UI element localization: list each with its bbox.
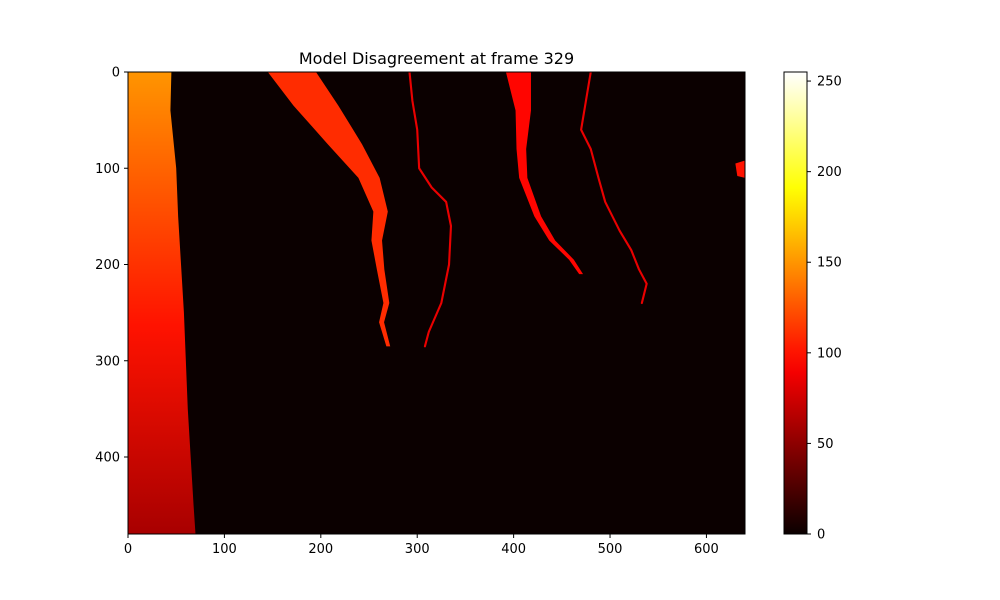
y-axis: 0 100 200 300 400 <box>95 66 128 466</box>
x-tick-label: 200 <box>308 542 333 557</box>
x-tick-label: 600 <box>694 542 719 557</box>
chart-title: Model Disagreement at frame 329 <box>299 49 574 68</box>
heatmap-streak-a <box>267 72 391 347</box>
colorbar: 0 50 100 150 200 250 <box>783 71 842 543</box>
x-tick-label: 300 <box>405 542 430 557</box>
heatmap-streak-b <box>505 72 584 275</box>
y-tick-label: 0 <box>112 66 120 81</box>
colorbar-tick-label: 100 <box>817 346 842 361</box>
x-tick-label: 500 <box>598 542 623 557</box>
y-tick-label: 100 <box>95 162 120 177</box>
y-tick-label: 200 <box>95 258 120 273</box>
heatmap-thin-line-2 <box>580 72 648 305</box>
plot-frame <box>127 71 746 535</box>
x-tick-label: 400 <box>501 542 526 557</box>
colorbar-tick-label: 150 <box>817 256 842 271</box>
heatmap-area <box>127 71 746 535</box>
colorbar-gradient <box>783 71 808 535</box>
x-tick-label: 100 <box>212 542 237 557</box>
colorbar-tick-label: 0 <box>817 528 825 543</box>
colorbar-ticks: 0 50 100 150 200 250 <box>807 75 842 543</box>
heatmap-background <box>128 72 745 534</box>
heatmap-right-edge-spot <box>735 160 745 178</box>
x-axis: 0 100 200 300 400 500 600 <box>124 534 719 557</box>
y-tick-label: 300 <box>95 354 120 369</box>
x-tick-label: 0 <box>124 542 132 557</box>
heatmap-left-edge-band <box>128 72 196 534</box>
colorbar-tick-label: 50 <box>817 437 834 452</box>
heatmap-thin-line-1 <box>408 72 453 348</box>
colorbar-tick-label: 250 <box>817 75 842 90</box>
colorbar-tick-label: 200 <box>817 165 842 180</box>
y-tick-label: 400 <box>95 451 120 466</box>
